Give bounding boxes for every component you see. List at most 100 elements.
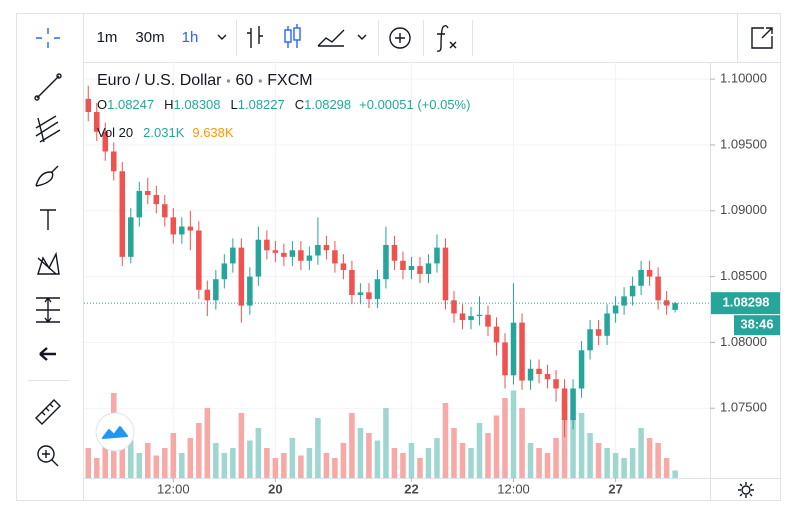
trendline-tool-end[interactable] xyxy=(34,95,40,101)
candle-body xyxy=(315,244,321,256)
volume-bar xyxy=(417,458,423,478)
volume-bar xyxy=(621,458,627,478)
chart-type-dropdown[interactable] xyxy=(357,34,367,40)
pattern-tool[interactable] xyxy=(37,251,60,275)
candle-body xyxy=(204,289,211,301)
ohlc-value: 1.08298 xyxy=(304,97,351,112)
text-tool[interactable] xyxy=(40,209,56,230)
candle-body xyxy=(196,230,202,290)
ohlc-label: H xyxy=(164,97,173,112)
exchange: FXCM xyxy=(267,72,312,89)
ruler-tool[interactable] xyxy=(35,399,61,425)
volume-bar xyxy=(162,448,168,478)
ohlc-value: 1.08227 xyxy=(238,97,285,112)
candle-body xyxy=(451,300,457,314)
prediction-tool[interactable] xyxy=(36,296,60,324)
interval-dropdown[interactable] xyxy=(217,34,227,40)
candle-body xyxy=(306,255,313,261)
volume-bar xyxy=(434,438,440,478)
volume-bar xyxy=(578,413,585,478)
volume-bar xyxy=(145,443,151,478)
candle-body xyxy=(162,204,168,218)
candle-body xyxy=(349,270,355,296)
volume-bar xyxy=(298,455,304,478)
volume-bar xyxy=(595,443,602,478)
candles-icon-body[interactable] xyxy=(293,27,301,41)
snapshot-icon[interactable] xyxy=(751,27,773,49)
candle-body xyxy=(323,244,330,251)
candle-body xyxy=(595,329,602,336)
plot-area: 1.07500 1.08000 1.08500 1.09000 1.09500 1.100… xyxy=(84,62,780,496)
ohlc-label: O xyxy=(97,97,107,112)
bar-chart-icon[interactable] xyxy=(247,26,263,48)
interval-button[interactable]: 1h xyxy=(182,29,199,46)
volume-bar xyxy=(153,455,160,478)
candle-body xyxy=(400,260,406,270)
volume-bar xyxy=(442,403,449,478)
volume-bar xyxy=(519,408,525,478)
volume-bar xyxy=(187,438,194,478)
volume-bar xyxy=(638,428,644,478)
volume-bar xyxy=(230,448,236,478)
candle-body xyxy=(153,194,160,205)
candles-icon-body[interactable] xyxy=(284,29,292,43)
countdown-label: 38:46 xyxy=(740,317,773,332)
volume-bar xyxy=(289,438,296,478)
candle-body xyxy=(340,263,347,270)
zoom-tool-handle[interactable] xyxy=(42,450,59,467)
interval-button[interactable]: 30m xyxy=(135,29,164,46)
volume-bar xyxy=(425,448,432,478)
settings-icon[interactable] xyxy=(741,485,751,495)
candle-body xyxy=(459,313,466,321)
candle-body xyxy=(391,244,398,261)
candle-body xyxy=(570,388,576,421)
volume-bar xyxy=(247,440,253,478)
compare-plus[interactable] xyxy=(395,33,405,43)
indicators-icon[interactable] xyxy=(436,25,457,52)
candle-body xyxy=(468,316,474,321)
volume-bar xyxy=(408,443,415,478)
candle-body xyxy=(264,239,270,251)
change: +0.00051 (+0.05%) xyxy=(359,97,470,112)
volume-bar xyxy=(85,448,92,478)
x-tick-label: 20 xyxy=(268,481,282,496)
candle-body xyxy=(510,322,517,376)
candle-body xyxy=(111,151,117,172)
y-tick-label: 1.08000 xyxy=(720,334,767,349)
crosshair-tool[interactable] xyxy=(36,28,60,48)
candle-body xyxy=(289,250,296,257)
candle-body xyxy=(485,314,491,327)
interval: 60 xyxy=(235,72,253,89)
volume-bar xyxy=(374,440,381,478)
settings-icon-teeth[interactable] xyxy=(738,482,754,498)
candle-body xyxy=(102,131,109,152)
trendline-tool[interactable] xyxy=(36,75,60,99)
zoom-tool[interactable] xyxy=(37,445,55,463)
candle-body xyxy=(638,270,644,286)
volume-bar xyxy=(213,443,219,478)
volume-bar xyxy=(349,413,355,478)
logo-mark[interactable] xyxy=(102,426,128,439)
area-chart-icon[interactable] xyxy=(317,29,345,47)
trendline-tool-end[interactable] xyxy=(56,73,62,79)
volume-value: 2.031K xyxy=(143,125,185,140)
volume-bar xyxy=(655,443,661,478)
volume-bar xyxy=(527,443,534,478)
brush-tool[interactable] xyxy=(35,165,59,187)
candle-body xyxy=(536,368,542,374)
candle-body xyxy=(561,388,568,421)
candle-body xyxy=(544,374,551,380)
fib-tool[interactable] xyxy=(35,115,61,143)
volume-bar xyxy=(391,448,398,478)
volume-bar xyxy=(357,428,364,478)
candle-body xyxy=(298,250,304,261)
candle-body xyxy=(272,250,279,253)
candle-body xyxy=(357,292,364,296)
candle-body xyxy=(213,279,219,301)
x-tick-label: 12:00 xyxy=(157,481,190,496)
compare-icon[interactable] xyxy=(389,27,411,49)
interval-button[interactable]: 1m xyxy=(97,29,118,46)
back-arrow[interactable] xyxy=(39,347,56,361)
legend-title: Euro / U.S. Dollar 60 FXCM xyxy=(97,72,313,89)
